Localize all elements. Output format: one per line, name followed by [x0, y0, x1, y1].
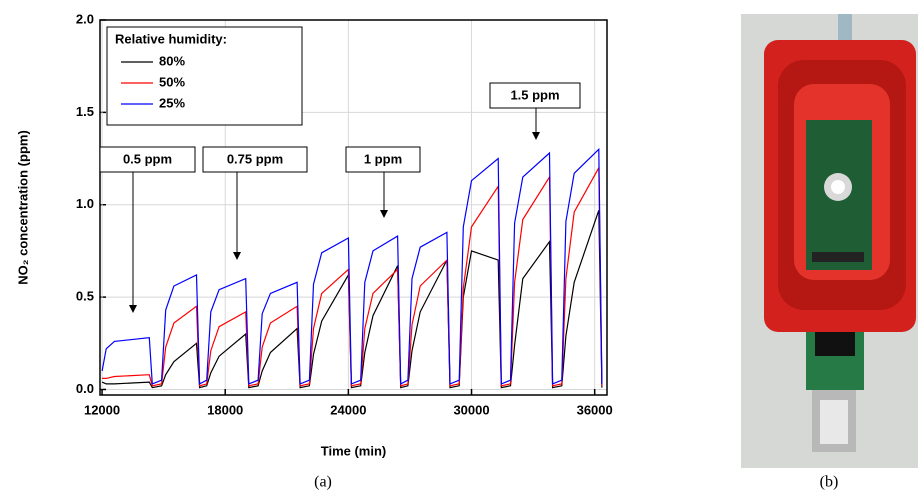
- annotation-box: [99, 146, 196, 173]
- y-tick-label: 1.5: [76, 104, 94, 119]
- y-tick-label: 0.5: [76, 289, 94, 304]
- legend-label: 50%: [159, 74, 185, 89]
- legend-box: [106, 26, 303, 126]
- y-tick-label: 0.0: [76, 381, 94, 396]
- y-tick-label: 2.0: [76, 11, 94, 26]
- annotation: 0.5 ppm: [123, 151, 172, 166]
- data-line: [101, 147, 603, 385]
- y-axis-label: NO₂ concentration (ppm): [15, 130, 30, 285]
- legend-label: 25%: [159, 95, 185, 110]
- legend-label: 80%: [159, 53, 185, 68]
- caption: (b): [820, 474, 839, 491]
- x-tick-label: 24000: [330, 402, 366, 417]
- plot-frame: [99, 19, 608, 396]
- arrow-head: [233, 252, 241, 260]
- y-tick-label: 1.0: [76, 196, 94, 211]
- caption: (a): [314, 474, 332, 491]
- x-tick-label: 36000: [577, 402, 613, 417]
- annotation: 1.5 ppm: [510, 87, 559, 102]
- x-axis-label: Time (min): [321, 443, 387, 458]
- x-tick-label: 30000: [453, 402, 489, 417]
- arrow-head: [129, 305, 137, 313]
- annotation-box: [202, 146, 308, 173]
- annotation-box: [489, 82, 581, 109]
- data-line: [101, 210, 603, 389]
- annotation: 1 ppm: [364, 151, 402, 166]
- x-tick-label: 12000: [84, 402, 120, 417]
- x-tick-label: 18000: [207, 402, 243, 417]
- photo: [741, 14, 918, 468]
- arrow-head: [380, 210, 388, 218]
- annotation-box: [345, 146, 421, 173]
- annotation: 0.75 ppm: [227, 151, 283, 166]
- legend-title: Relative humidity:: [115, 31, 227, 46]
- arrow-head: [532, 132, 540, 140]
- data-line: [102, 165, 603, 387]
